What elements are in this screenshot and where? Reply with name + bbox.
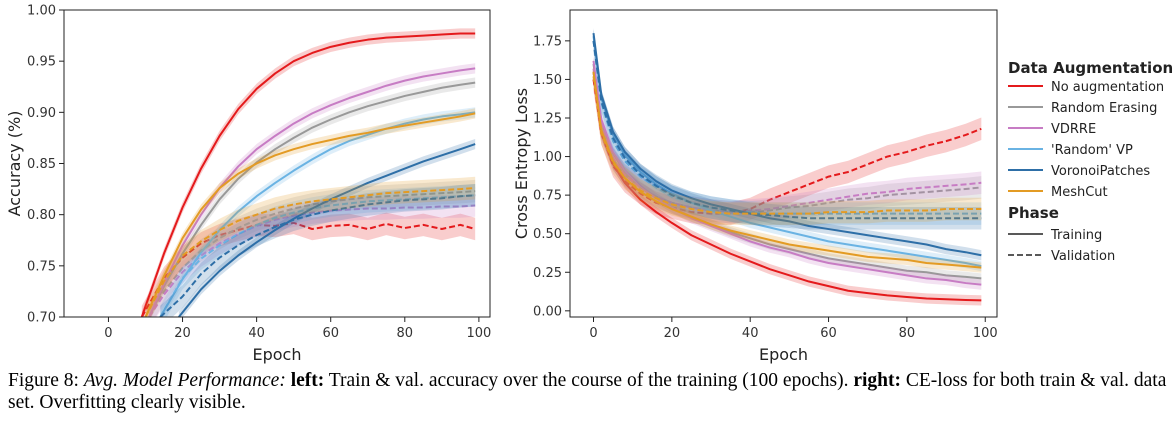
legend: Data Augmentation No augmentation Random E… bbox=[1008, 59, 1173, 264]
loss-series-meshcut-training bbox=[592, 71, 982, 269]
accuracy-ytick-label: 0.90 bbox=[27, 106, 56, 121]
loss-chart: 0 20 40 60 80 100 0.00 0.25 0.50 0.75 1.00 1.25 1.50… bbox=[512, 9, 998, 364]
accuracy-series-no-augmentation-validation bbox=[140, 221, 476, 317]
loss-xtick-label: 0 bbox=[589, 326, 597, 341]
accuracy-ytick-label: 0.85 bbox=[27, 157, 56, 172]
accuracy-xtick-label: 100 bbox=[466, 326, 491, 341]
loss-series-no-augmentation-validation bbox=[592, 79, 982, 215]
accuracy-series-voronoipatches-training bbox=[178, 143, 476, 317]
accuracy-series-vdrre-validation bbox=[148, 204, 476, 317]
loss-ytick-label: 0.25 bbox=[533, 266, 562, 281]
legend-title: Data Augmentation bbox=[1008, 59, 1173, 77]
legend-label-meshcut: MeshCut bbox=[1051, 185, 1108, 200]
accuracy-xtick-label: 20 bbox=[174, 326, 191, 341]
accuracy-plot-area bbox=[140, 28, 476, 317]
caption-right-label: right: bbox=[853, 370, 901, 391]
accuracy-band-vdrre-validation bbox=[149, 194, 476, 317]
legend-label-no-augmentation: No augmentation bbox=[1051, 80, 1164, 95]
loss-series-random-vp-training bbox=[592, 36, 982, 268]
loss-ytick-label: 1.00 bbox=[533, 150, 562, 165]
legend-phase-label-validation: Validation bbox=[1051, 249, 1115, 264]
caption-left-text: Train & val. accuracy over the course of… bbox=[328, 370, 849, 391]
loss-band-meshcut-training bbox=[593, 66, 982, 273]
loss-frame bbox=[569, 9, 998, 318]
accuracy-x-axis-label: Epoch bbox=[253, 345, 302, 364]
legend-label-voronoipatches: VoronoiPatches bbox=[1051, 164, 1150, 179]
accuracy-series-random-vp-validation bbox=[159, 194, 476, 317]
accuracy-series-vdrre-training bbox=[148, 67, 476, 317]
loss-series-vdrre-training bbox=[592, 60, 982, 286]
loss-series-vdrre-validation bbox=[592, 68, 982, 214]
loss-ytick-label: 1.25 bbox=[533, 111, 562, 126]
loss-series-voronoipatches-validation bbox=[592, 40, 982, 220]
accuracy-xtick-label: 60 bbox=[322, 326, 339, 341]
loss-band-vdrre-validation bbox=[593, 57, 982, 224]
loss-xtick-label: 60 bbox=[820, 326, 837, 341]
accuracy-band-random-erasing-training bbox=[149, 77, 476, 317]
accuracy-chart: 0 20 40 60 80 100 0.70 0.75 0.80 0.85 0.90 0.95 1.00… bbox=[5, 4, 491, 365]
loss-ytick-label: 1.75 bbox=[533, 34, 562, 49]
figure-caption: Figure 8: Avg. Model Performance: left: … bbox=[8, 370, 1168, 414]
loss-series-random-erasing-validation bbox=[592, 71, 982, 214]
legend-label-random-erasing: Random Erasing bbox=[1051, 101, 1157, 116]
loss-ytick-label: 0.75 bbox=[533, 189, 562, 204]
legend-label-random-vp: 'Random' VP bbox=[1051, 143, 1133, 158]
accuracy-band-no-augmentation-validation bbox=[141, 211, 476, 317]
legend-phase-title: Phase bbox=[1008, 204, 1059, 222]
accuracy-ytick-label: 0.70 bbox=[27, 311, 56, 326]
accuracy-band-meshcut-validation bbox=[145, 176, 476, 317]
accuracy-series-random-erasing-validation bbox=[148, 190, 476, 317]
loss-series-no-augmentation-training bbox=[592, 71, 982, 302]
accuracy-ytick-label: 0.80 bbox=[27, 208, 56, 223]
accuracy-xtick-label: 0 bbox=[104, 326, 112, 341]
loss-x-axis-label: Epoch bbox=[759, 345, 808, 364]
legend-phase-label-training: Training bbox=[1050, 228, 1102, 243]
accuracy-series-random-erasing-training bbox=[148, 81, 476, 317]
caption-figure-label: Figure 8: bbox=[8, 370, 79, 391]
legend-label-vdrre: VDRRE bbox=[1051, 122, 1096, 137]
loss-plot-area bbox=[592, 28, 982, 306]
accuracy-ytick-label: 0.75 bbox=[27, 259, 56, 274]
accuracy-ytick-label: 1.00 bbox=[27, 4, 56, 19]
loss-ytick-label: 1.50 bbox=[533, 73, 562, 88]
accuracy-series-meshcut-training bbox=[144, 112, 476, 317]
caption-italic-title: Avg. Model Performance: bbox=[83, 370, 286, 391]
caption-left-label: left: bbox=[290, 370, 325, 391]
caption-right-text: CE-loss for both train & val. data set. … bbox=[8, 370, 1167, 413]
loss-xtick-label: 100 bbox=[973, 326, 998, 341]
loss-ytick-label: 0.00 bbox=[533, 304, 562, 319]
accuracy-ytick-label: 0.95 bbox=[27, 55, 56, 70]
figure: 0 20 40 60 80 100 0.70 0.75 0.80 0.85 0.90 0.95 1.00… bbox=[5, 4, 1173, 365]
loss-band-random-vp-validation bbox=[593, 29, 982, 225]
accuracy-series-meshcut-validation bbox=[144, 187, 476, 317]
loss-series-meshcut-validation bbox=[592, 76, 982, 215]
loss-xtick-label: 80 bbox=[899, 326, 916, 341]
accuracy-series-voronoipatches-validation bbox=[159, 194, 476, 317]
loss-ytick-label: 0.50 bbox=[533, 227, 562, 242]
accuracy-series-random-vp-training bbox=[159, 111, 476, 317]
accuracy-series-no-augmentation-training bbox=[140, 32, 476, 317]
accuracy-y-axis-label: Accuracy (%) bbox=[5, 111, 24, 217]
loss-xtick-label: 40 bbox=[742, 326, 759, 341]
accuracy-xtick-label: 40 bbox=[248, 326, 265, 341]
loss-y-axis-label: Cross Entropy Loss bbox=[512, 88, 531, 239]
accuracy-xtick-label: 80 bbox=[397, 326, 414, 341]
loss-xtick-label: 20 bbox=[664, 326, 681, 341]
loss-series-voronoipatches-training bbox=[592, 33, 982, 257]
accuracy-band-voronoipatches-training bbox=[178, 138, 476, 317]
